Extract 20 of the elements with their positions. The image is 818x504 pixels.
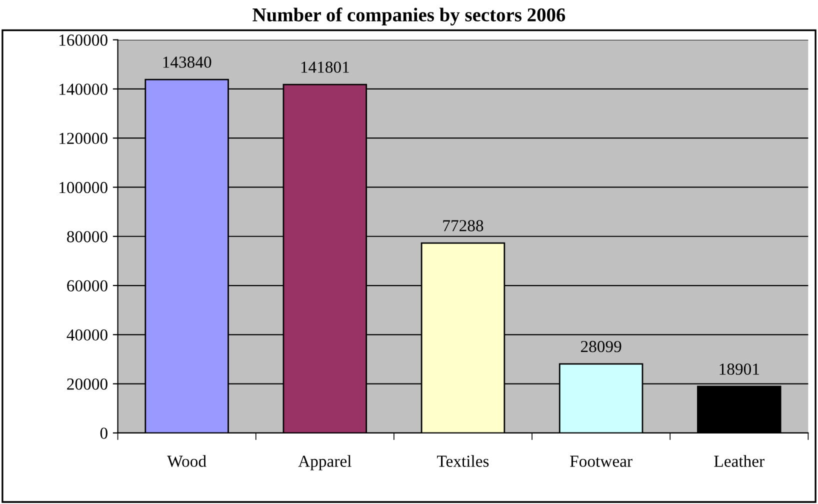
- x-tick-label: Wood: [167, 455, 206, 467]
- y-tick-label: 60000: [67, 280, 108, 292]
- y-tick-label: 140000: [60, 84, 108, 95]
- y-tick-label: 160000: [60, 34, 108, 46]
- y-tick-label: 40000: [66, 329, 108, 341]
- chart-title: Number of companies by sectors 2006: [252, 8, 566, 26]
- data-label: 28099: [580, 340, 622, 352]
- y-tick-label: 100000: [60, 182, 108, 194]
- x-tick-label: Leather: [714, 455, 764, 467]
- y-tick-label: 80000: [67, 231, 108, 242]
- y-tick-label: 120000: [60, 132, 108, 144]
- x-tick-label: Footwear: [570, 456, 632, 467]
- y-tick-label: 20000: [67, 378, 108, 390]
- x-tick-label: Apparel: [298, 455, 352, 470]
- data-label: 18901: [720, 364, 759, 375]
- x-tick-label: Textiles: [437, 455, 489, 467]
- data-label: 141801: [301, 62, 349, 73]
- data-label: 143840: [163, 56, 212, 68]
- data-label: 77288: [443, 220, 484, 232]
- y-tick-label: 0: [100, 428, 108, 439]
